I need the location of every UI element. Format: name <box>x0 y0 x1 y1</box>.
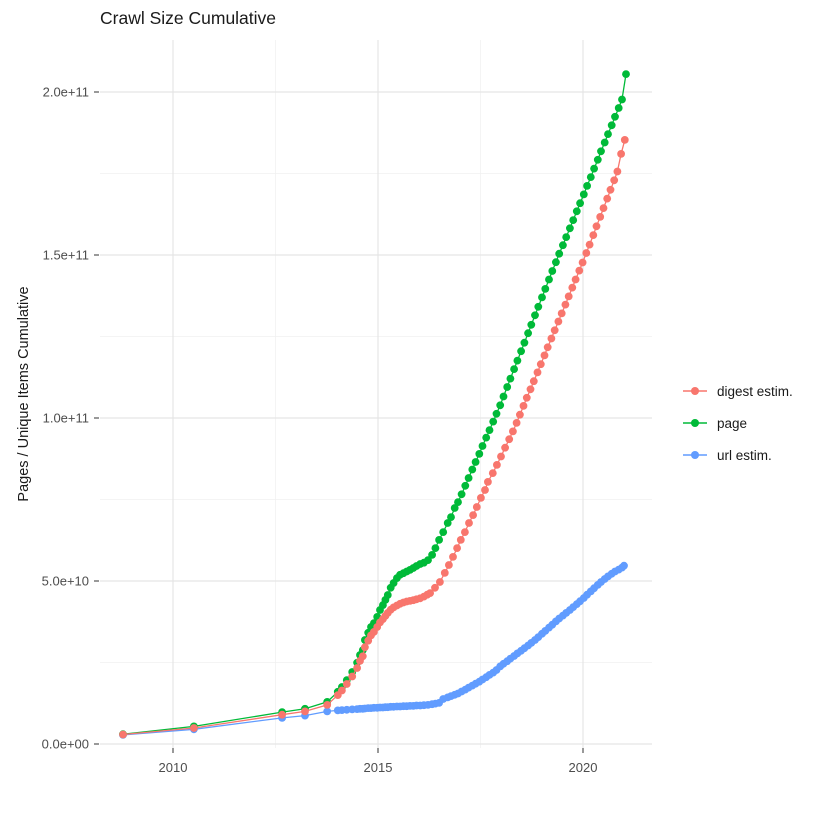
y-tick-label: 2.0e+11 <box>43 85 89 100</box>
y-tick-label: 1.5e+11 <box>43 248 89 263</box>
legend-item-url-estim: url estim. <box>682 439 793 471</box>
chart-legend: digest estim. page url estim. <box>682 375 793 471</box>
series-points-1 <box>119 70 630 739</box>
legend-key-url-dot-icon <box>683 451 707 459</box>
y-tick-label: 0.0e+00 <box>42 737 89 752</box>
legend-label: page <box>717 415 748 431</box>
legend-key-page-dot-icon <box>683 419 707 427</box>
legend-label: digest estim. <box>717 383 793 399</box>
legend-label: url estim. <box>717 447 772 463</box>
legend-item-page: page <box>682 407 793 439</box>
y-tick-label: 5.0e+10 <box>42 574 89 589</box>
x-tick-label: 2015 <box>364 760 393 775</box>
legend-key-digest-dot-icon <box>683 387 707 395</box>
chart-title: Crawl Size Cumulative <box>100 8 277 28</box>
x-tick-label: 2010 <box>159 760 188 775</box>
series-points-0 <box>119 136 629 739</box>
y-tick-label: 1.0e+11 <box>43 411 89 426</box>
legend-item-digest-estim: digest estim. <box>682 375 793 407</box>
series-line-0 <box>122 139 626 736</box>
x-tick-label: 2020 <box>569 760 598 775</box>
series-points-2 <box>119 561 628 739</box>
